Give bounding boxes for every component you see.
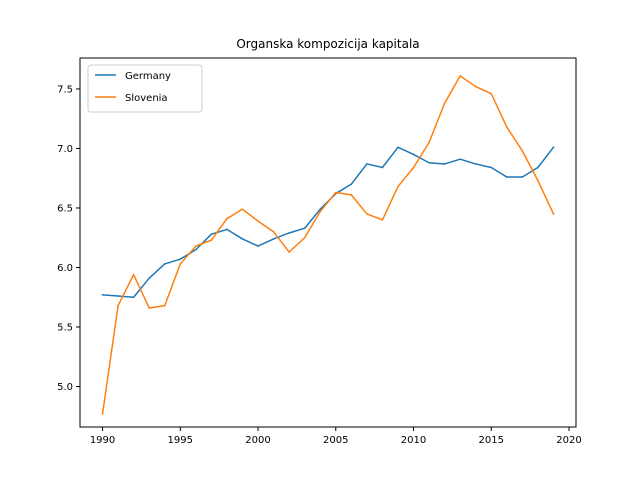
series-slovenia xyxy=(101,75,555,415)
data-point-slovenia xyxy=(490,92,493,95)
data-point-germany xyxy=(210,233,213,235)
data-point-slovenia xyxy=(521,150,524,152)
data-point-germany xyxy=(257,245,259,247)
data-point-germany xyxy=(537,166,539,169)
data-point-germany xyxy=(474,163,477,165)
data-point-germany xyxy=(226,228,228,231)
data-point-slovenia xyxy=(428,141,430,144)
data-point-germany xyxy=(428,161,430,164)
data-point-slovenia xyxy=(334,191,337,194)
data-point-slovenia xyxy=(179,263,182,265)
data-point-germany xyxy=(303,227,306,230)
x-tick-label: 2015 xyxy=(479,435,504,446)
data-point-germany xyxy=(506,176,508,178)
data-point-germany xyxy=(443,163,446,165)
legend: Germany Slovenia xyxy=(87,64,203,113)
data-point-slovenia xyxy=(552,213,555,215)
data-point-germany xyxy=(117,295,119,297)
x-tick-label: 2000 xyxy=(245,435,270,446)
data-point-germany xyxy=(101,294,104,296)
data-point-slovenia xyxy=(474,85,477,88)
data-point-germany xyxy=(179,258,182,260)
data-point-slovenia xyxy=(117,304,119,307)
data-point-germany xyxy=(459,158,461,160)
x-tick-label: 1995 xyxy=(168,435,193,446)
data-point-slovenia xyxy=(288,251,290,253)
data-point-germany xyxy=(132,296,135,299)
data-point-germany xyxy=(412,153,415,156)
x-tick-label: 2020 xyxy=(556,435,581,446)
data-point-germany xyxy=(521,176,524,178)
data-point-slovenia xyxy=(148,307,150,309)
data-point-slovenia xyxy=(226,217,228,220)
data-point-slovenia xyxy=(163,304,166,307)
axes-frame xyxy=(79,57,577,428)
x-tick-label: 2010 xyxy=(401,435,426,446)
data-point-slovenia xyxy=(303,236,306,239)
data-point-slovenia xyxy=(319,210,322,213)
data-point-germany xyxy=(319,208,322,210)
data-point-slovenia xyxy=(241,208,244,210)
data-point-slovenia xyxy=(210,239,213,241)
y-axis: 5.0 5.5 6.0 6.5 7.0 7.5 xyxy=(57,84,80,393)
data-point-germany xyxy=(148,277,150,280)
data-point-germany xyxy=(552,146,555,149)
data-point-slovenia xyxy=(506,126,508,128)
data-point-germany xyxy=(397,146,399,149)
y-tick-label: 7.5 xyxy=(57,84,73,95)
y-tick-label: 5.0 xyxy=(57,382,73,393)
y-tick-label: 7.0 xyxy=(57,144,73,155)
data-point-germany xyxy=(381,166,384,169)
y-tick-label: 6.5 xyxy=(57,203,73,214)
legend-box xyxy=(87,64,203,113)
data-point-germany xyxy=(490,166,493,169)
data-point-germany xyxy=(350,183,353,185)
data-point-slovenia xyxy=(101,413,104,415)
legend-label-slovenia: Slovenia xyxy=(125,93,168,104)
data-point-slovenia xyxy=(381,219,384,221)
data-point-germany xyxy=(163,263,166,265)
data-point-slovenia xyxy=(195,245,197,247)
data-point-slovenia xyxy=(397,185,399,188)
legend-label-germany: Germany xyxy=(125,71,171,82)
data-point-slovenia xyxy=(443,102,446,105)
data-point-germany xyxy=(241,238,244,240)
data-point-germany xyxy=(195,248,197,251)
x-axis: 1990 1995 2000 2005 2010 2015 2020 xyxy=(90,427,582,446)
series-line-slovenia xyxy=(101,75,555,415)
chart-title: Organska kompozicija kapitala xyxy=(236,37,419,51)
data-point-slovenia xyxy=(132,273,135,276)
data-point-slovenia xyxy=(459,75,461,77)
y-tick-label: 5.5 xyxy=(57,323,73,334)
x-tick-label: 1990 xyxy=(90,435,115,446)
x-tick-label: 2005 xyxy=(323,435,348,446)
data-point-germany xyxy=(366,163,368,165)
data-point-slovenia xyxy=(257,220,259,222)
data-point-slovenia xyxy=(366,213,368,215)
data-point-slovenia xyxy=(537,179,539,182)
data-point-germany xyxy=(288,232,290,234)
y-tick-label: 6.0 xyxy=(57,263,73,274)
data-point-slovenia xyxy=(412,166,415,169)
data-point-germany xyxy=(272,238,275,240)
series-layer xyxy=(101,75,555,415)
data-point-slovenia xyxy=(272,230,275,233)
data-point-slovenia xyxy=(350,194,353,196)
